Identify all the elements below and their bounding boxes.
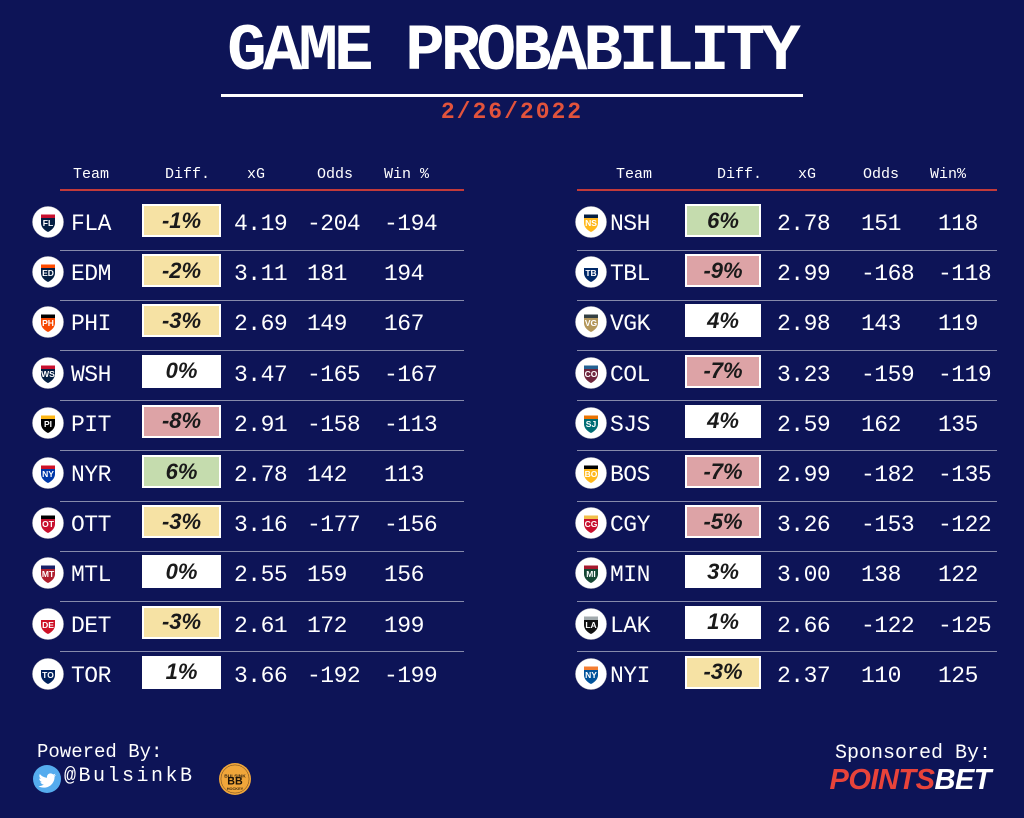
svg-text:NY: NY [42,469,54,479]
svg-text:OT: OT [42,519,55,529]
svg-text:LA: LA [585,620,596,630]
svg-text:VG: VG [585,318,598,328]
svg-text:HOCKEY: HOCKEY [227,786,244,791]
svg-text:FL: FL [43,218,53,228]
svg-text:MT: MT [42,569,55,579]
svg-text:NS: NS [585,218,597,228]
svg-text:SJ: SJ [586,419,597,429]
svg-text:WS: WS [41,369,55,379]
svg-text:BO: BO [585,469,598,479]
svg-text:DE: DE [42,620,54,630]
svg-text:NY: NY [585,670,597,680]
svg-text:CG: CG [585,519,598,529]
svg-text:MI: MI [586,569,595,579]
svg-text:TB: TB [585,268,596,278]
svg-text:PH: PH [42,318,54,328]
svg-text:ED: ED [42,268,54,278]
svg-text:TO: TO [42,670,54,680]
svg-text:PI: PI [44,419,52,429]
svg-text:CO: CO [585,369,598,379]
